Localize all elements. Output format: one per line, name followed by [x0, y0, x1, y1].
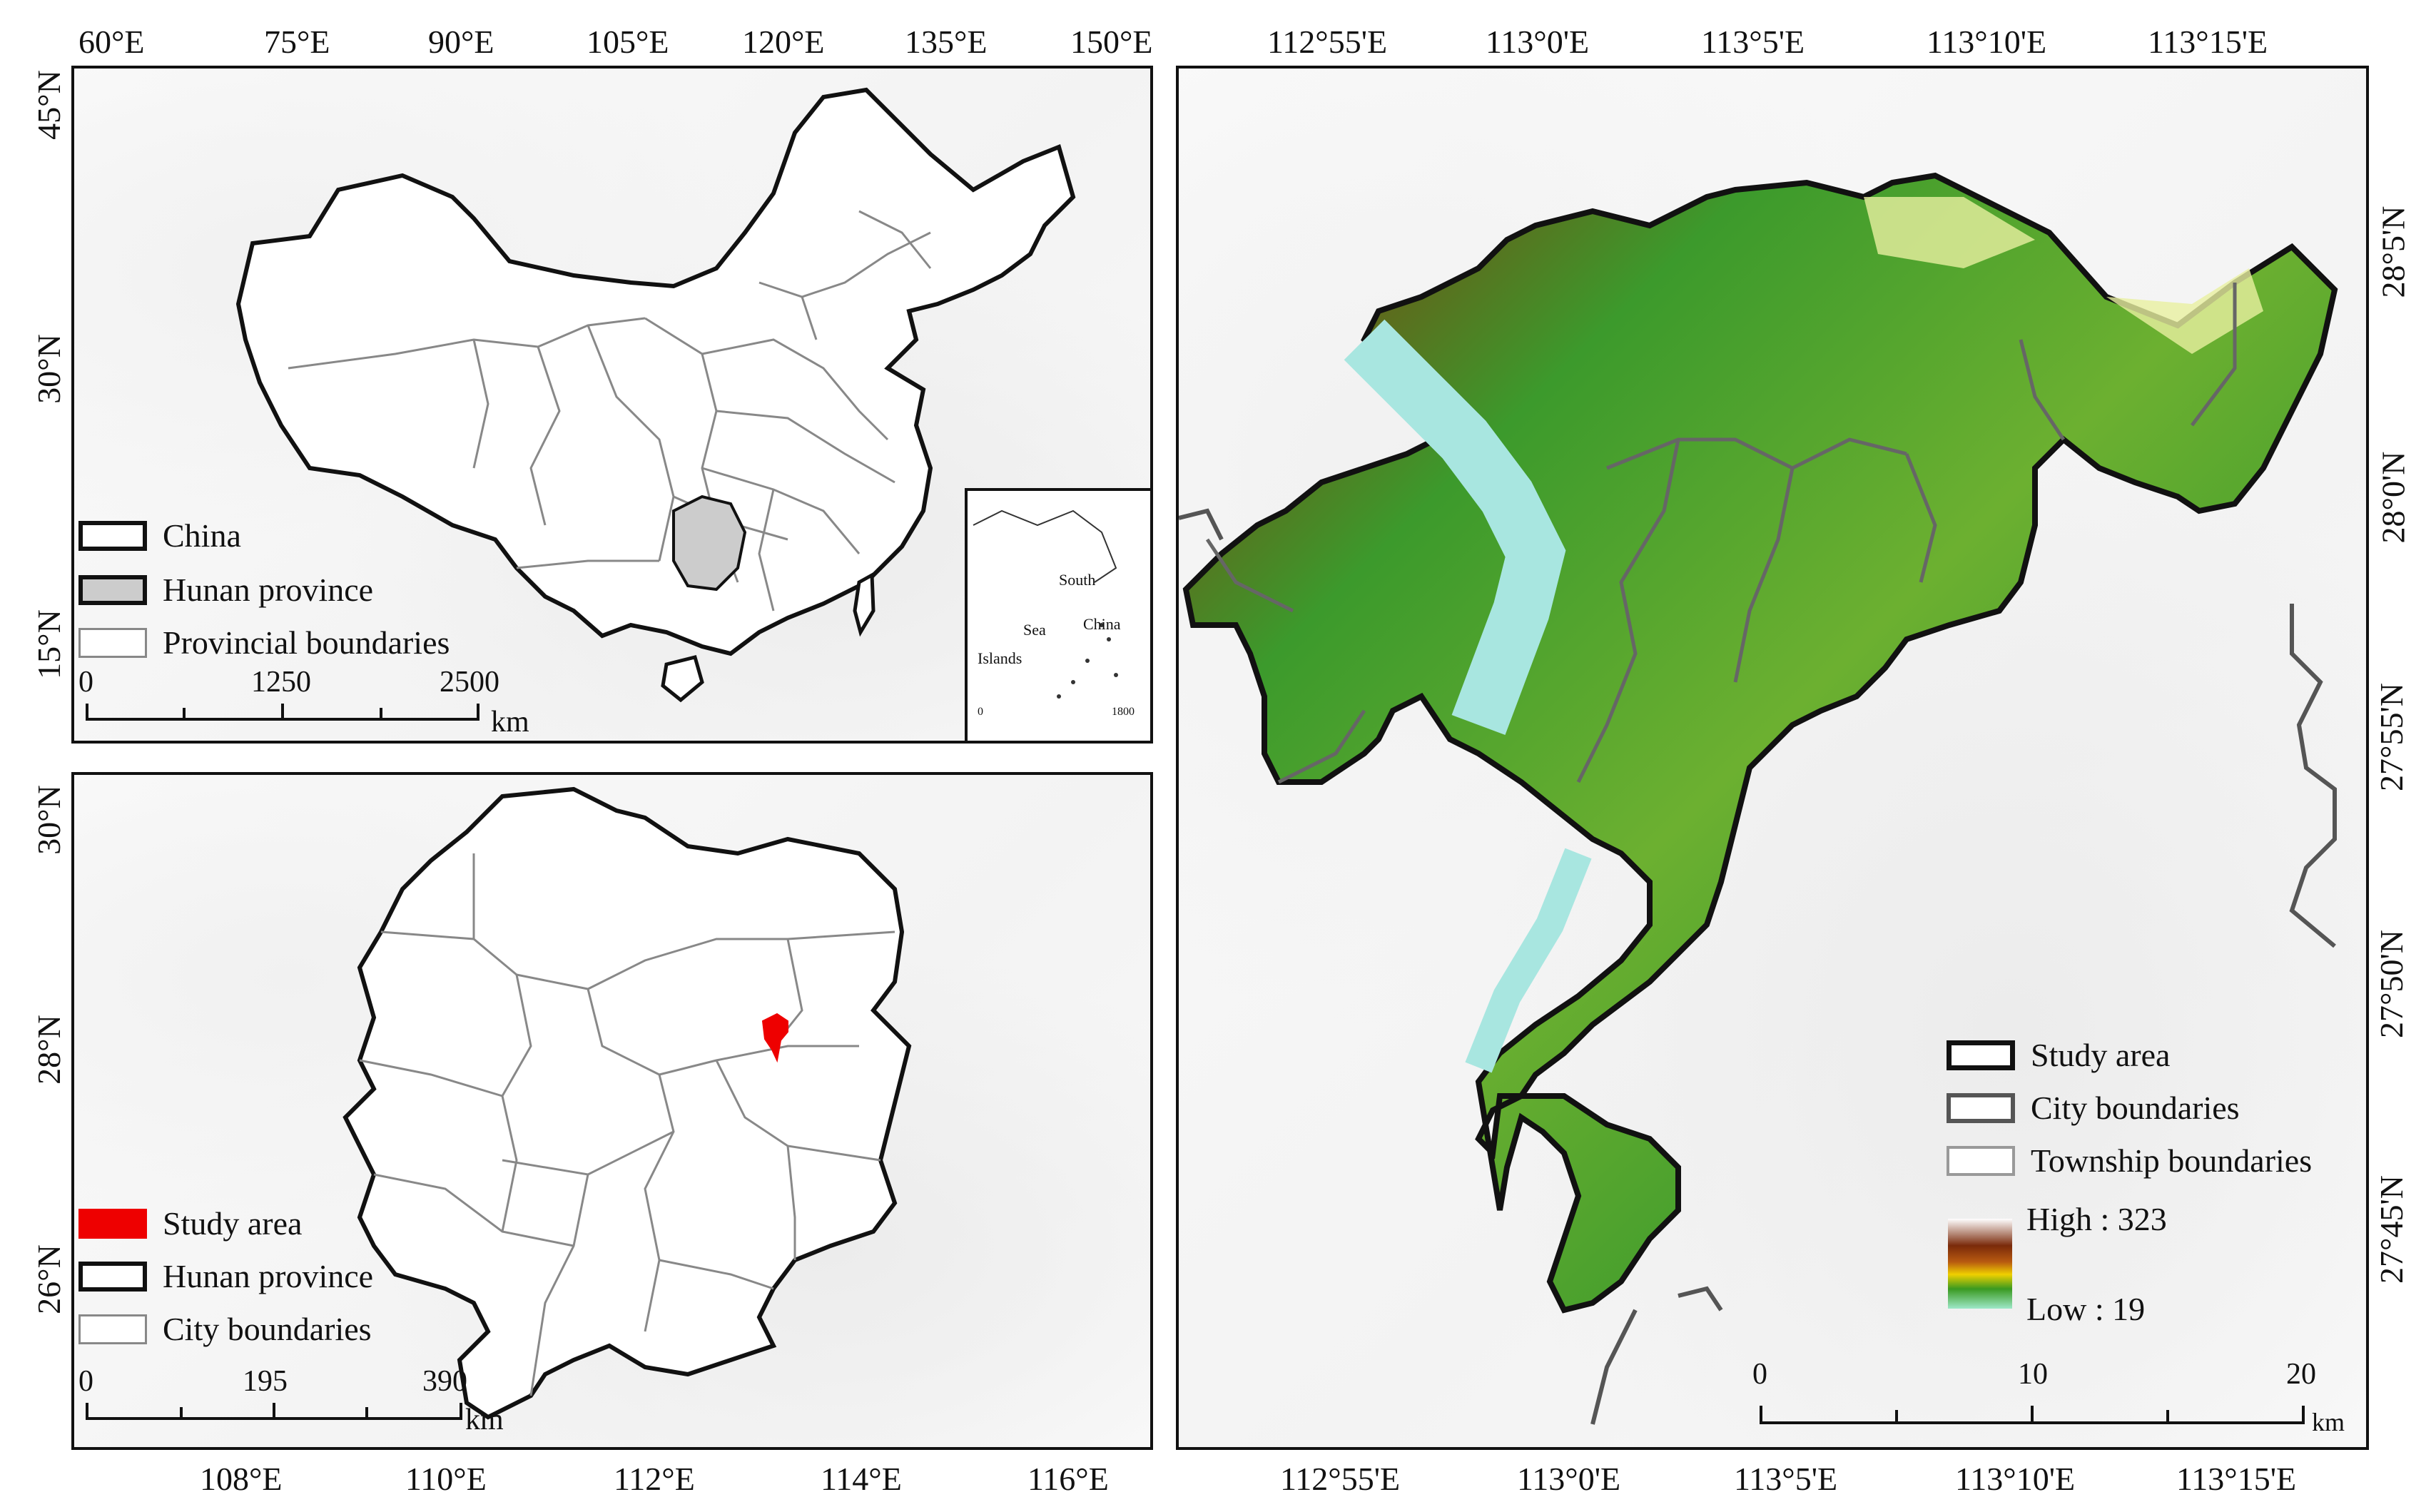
study-tick-top-3: 113°10'E [1927, 24, 2047, 60]
hunan-tick-bottom-116: 116°E [1027, 1461, 1109, 1497]
study-tick-bottom-4: 113°15'E [2176, 1461, 2297, 1497]
inset-label-china: China [1083, 615, 1121, 633]
hunan-map-panel: Study area Hunan province City boundarie… [71, 772, 1153, 1450]
hunan-scale-195: 195 [243, 1365, 288, 1398]
legend-china-label: China [163, 517, 241, 554]
study-tick-bottom-3: 113°10'E [1955, 1461, 2076, 1497]
inset-label-islands: Islands [978, 649, 1022, 667]
study-tick-right-2: 27°55'N [2372, 683, 2410, 791]
study-tick-bottom-1: 113°0'E [1517, 1461, 1621, 1497]
study-area-red [761, 1013, 788, 1063]
township-boundaries [1205, 283, 2237, 784]
china-tick-left-30: 30°N [30, 334, 67, 404]
hunan-tick-left-26: 26°N [30, 1244, 67, 1314]
study-tick-top-1: 113°0'E [1486, 24, 1590, 60]
study-tick-bottom-2: 113°5'E [1734, 1461, 1838, 1497]
china-map-panel: South China Sea Islands 0 1800 China Hun… [71, 66, 1153, 744]
legend-study-area-right-label: Study area [2031, 1037, 2171, 1073]
hunan-outline [342, 786, 912, 1420]
legend-study-area-right-swatch [1947, 1040, 2015, 1070]
legend-city-boundaries-right-swatch [1947, 1092, 2015, 1123]
taiwan-island [853, 572, 876, 637]
china-tick-left-15: 15°N [30, 609, 67, 679]
study-tick-bottom-0: 112°55'E [1280, 1461, 1401, 1497]
china-tick-top-135: 135°E [905, 24, 988, 60]
china-scale-1250: 1250 [251, 666, 311, 699]
hunan-tick-bottom-110: 110°E [405, 1461, 487, 1497]
china-tick-left-45: 45°N [30, 70, 67, 140]
hunan-scale-390: 390 [422, 1365, 467, 1398]
legend-provincial: Provincial boundaries [78, 624, 450, 661]
hunan-tick-bottom-112: 112°E [614, 1461, 695, 1497]
legend-china-swatch [78, 520, 147, 551]
hunan-province-shape [672, 494, 747, 592]
legend-township-boundaries: Township boundaries [1947, 1142, 2312, 1179]
external-city-boundaries [1179, 508, 2337, 1425]
legend-city-boundaries-right-label: City boundaries [2031, 1090, 2240, 1126]
study-tick-top-2: 113°5'E [1701, 24, 1805, 60]
legend-township-boundaries-label: Township boundaries [2031, 1142, 2313, 1179]
china-tick-top-150: 150°E [1070, 24, 1153, 60]
hunan-tick-bottom-108: 108°E [200, 1461, 283, 1497]
study-tick-right-0: 28°5'N [2375, 206, 2412, 298]
china-tick-top-105: 105°E [587, 24, 669, 60]
legend-township-boundaries-swatch [1947, 1145, 2015, 1176]
provincial-boundaries [288, 210, 932, 612]
hunan-tick-left-30: 30°N [30, 785, 67, 855]
inset-scale-1800: 1800 [1112, 706, 1135, 718]
south-china-sea-inset [965, 488, 1150, 741]
china-tick-top-60: 60°E [78, 24, 145, 60]
legend-hunan-province-swatch [78, 1261, 147, 1292]
legend-hunan-swatch [78, 574, 147, 605]
inset-label-south: South [1059, 571, 1096, 589]
study-area-map-panel: Study area City boundaries Township boun… [1176, 66, 2369, 1450]
china-map-svg [235, 87, 1150, 741]
inset-label-sea: Sea [1023, 621, 1046, 639]
china-scale-2500: 2500 [440, 666, 499, 699]
study-tick-right-1: 28°0'N [2375, 451, 2412, 544]
study-scale-20: 20 [2286, 1358, 2316, 1391]
hunan-tick-left-28: 28°N [30, 1015, 67, 1085]
hunan-tick-bottom-114: 114°E [821, 1461, 902, 1497]
legend-city-boundaries-right: City boundaries [1947, 1089, 2240, 1127]
china-tick-top-120: 120°E [742, 24, 825, 60]
study-tick-right-3: 27°50'N [2372, 930, 2410, 1038]
china-tick-top-90: 90°E [428, 24, 494, 60]
legend-study-area-label: Study area [163, 1205, 303, 1242]
legend-hunan-province-label: Hunan province [163, 1258, 374, 1294]
study-tick-top-4: 113°15'E [2148, 24, 2268, 60]
legend-study-area-swatch [78, 1208, 147, 1239]
inset-scale-0: 0 [978, 706, 983, 718]
river [1344, 319, 1566, 736]
legend-hunan-province: Hunan province [78, 1257, 373, 1295]
legend-hunan-label: Hunan province [163, 572, 374, 608]
legend-study-area-right: Study area [1947, 1036, 2170, 1074]
china-outline [235, 87, 1076, 656]
study-scale-10: 10 [2018, 1358, 2048, 1391]
hunan-scale-unit: km [465, 1404, 504, 1436]
hainan-island [661, 654, 704, 703]
elevation-high-label: High : 323 [2026, 1201, 2167, 1237]
legend-city-boundaries-label: City boundaries [163, 1311, 372, 1347]
hunan-map-svg [342, 786, 912, 1420]
legend-city-boundaries-swatch [78, 1314, 147, 1344]
china-tick-top-75: 75°E [264, 24, 330, 60]
study-scale-unit: km [2312, 1408, 2345, 1436]
study-area-svg [1179, 172, 2338, 1425]
study-tick-top-0: 112°55'E [1267, 24, 1388, 60]
study-scale-0: 0 [1752, 1358, 1767, 1391]
study-tick-right-4: 27°45'N [2372, 1175, 2410, 1284]
elevation-ramp [1948, 1219, 2012, 1309]
hunan-scale-0: 0 [78, 1365, 93, 1398]
legend-china: China [78, 517, 241, 554]
legend-provincial-label: Provincial boundaries [163, 624, 450, 661]
china-scale-0: 0 [78, 666, 93, 699]
legend-provincial-swatch [78, 627, 147, 658]
legend-hunan: Hunan province [78, 571, 373, 609]
legend-city-boundaries: City boundaries [78, 1310, 372, 1348]
legend-study-area: Study area [78, 1204, 302, 1242]
china-scale-unit: km [491, 706, 529, 739]
elevation-low-label: Low : 19 [2026, 1291, 2146, 1327]
